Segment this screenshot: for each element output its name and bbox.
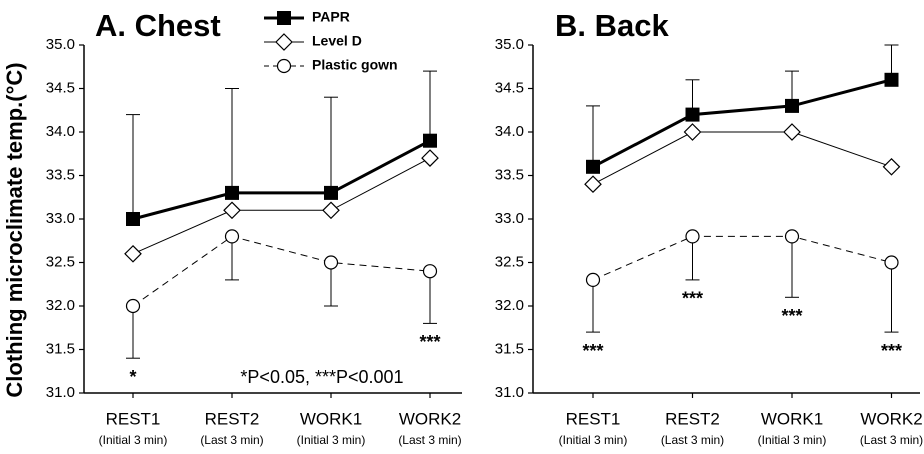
- point: [884, 72, 899, 87]
- x-tick-label: REST1: [566, 409, 621, 428]
- legend-label: PAPR: [312, 9, 350, 25]
- y-tick-label: 34.5: [495, 79, 524, 96]
- legend-marker: [275, 33, 293, 51]
- y-tick-label: 35.0: [495, 36, 524, 53]
- point: [223, 201, 241, 220]
- note: *P<0.05, ***P<0.001: [240, 367, 403, 387]
- y-tick-label: 33.5: [46, 166, 75, 183]
- significance-label: ***: [881, 341, 902, 361]
- y-tick-label: 34.0: [495, 123, 524, 140]
- point: [421, 149, 439, 167]
- legend-label: Level D: [312, 33, 362, 49]
- point: [784, 229, 800, 244]
- significance-label: ***: [682, 289, 703, 309]
- y-tick-label: 32.0: [46, 297, 75, 314]
- x-tick-label: WORK1: [761, 409, 823, 428]
- point: [225, 185, 239, 200]
- point: [125, 298, 141, 314]
- point: [685, 229, 700, 244]
- significance-label: *: [129, 367, 136, 387]
- point: [422, 264, 438, 279]
- point: [224, 229, 240, 244]
- y-tick-label: 33.0: [495, 210, 524, 227]
- x-tick-note: (Initial 3 min): [99, 433, 168, 447]
- series-line: [592, 78, 892, 169]
- series-line: [132, 235, 431, 307]
- series-line: [132, 139, 431, 221]
- x-tick-note: (Initial 3 min): [297, 433, 366, 447]
- y-tick-label: 31.5: [495, 340, 524, 357]
- x-tick-label: REST2: [205, 409, 260, 428]
- x-tick-label: WORK2: [860, 409, 922, 428]
- legend-label: Plastic gown: [312, 57, 398, 73]
- x-tick-label: REST2: [665, 409, 720, 428]
- y-tick-label: 32.0: [495, 297, 524, 314]
- point: [683, 123, 702, 141]
- y-axis-label: Clothing microclimate temp.(°C): [2, 62, 27, 397]
- point: [785, 98, 799, 113]
- y-tick-label: 33.0: [46, 210, 75, 227]
- series-line: [132, 157, 431, 255]
- legend-marker: [276, 58, 292, 74]
- legend-marker: [277, 11, 291, 25]
- point: [126, 212, 140, 226]
- x-tick-note: (Initial 3 min): [559, 433, 628, 447]
- series-line: [592, 235, 892, 281]
- significance-label: ***: [582, 341, 603, 361]
- y-tick-label: 34.0: [46, 123, 75, 140]
- x-tick-label: REST1: [106, 409, 161, 428]
- point: [585, 272, 601, 287]
- point: [322, 201, 340, 220]
- y-tick-label: 32.5: [46, 253, 75, 270]
- point: [783, 123, 801, 141]
- x-tick-note: (Last 3 min): [661, 433, 724, 447]
- chart-title: B. Back: [555, 8, 669, 43]
- y-tick-label: 34.5: [46, 79, 75, 96]
- point: [323, 255, 339, 270]
- point: [685, 107, 700, 122]
- x-tick-note: (Last 3 min): [200, 433, 263, 447]
- point: [324, 185, 338, 200]
- x-tick-note: (Last 3 min): [860, 433, 923, 447]
- y-tick-label: 35.0: [46, 36, 75, 53]
- chart-title: A. Chest: [95, 8, 221, 43]
- point: [884, 255, 899, 270]
- x-tick-note: (Initial 3 min): [758, 433, 827, 447]
- series-line: [592, 131, 892, 185]
- x-tick-note: (Last 3 min): [398, 433, 461, 447]
- y-tick-label: 32.5: [495, 253, 524, 270]
- significance-label: ***: [781, 306, 802, 326]
- x-tick-label: WORK1: [300, 409, 362, 428]
- y-tick-label: 31.0: [495, 384, 524, 401]
- point: [586, 159, 600, 174]
- point: [584, 175, 602, 194]
- x-tick-label: WORK2: [399, 409, 461, 428]
- y-tick-label: 31.5: [46, 340, 75, 357]
- point: [882, 157, 901, 176]
- point: [423, 133, 437, 148]
- significance-label: ***: [419, 332, 440, 352]
- point: [124, 244, 142, 263]
- y-tick-label: 31.0: [46, 384, 75, 401]
- y-tick-label: 33.5: [495, 166, 524, 183]
